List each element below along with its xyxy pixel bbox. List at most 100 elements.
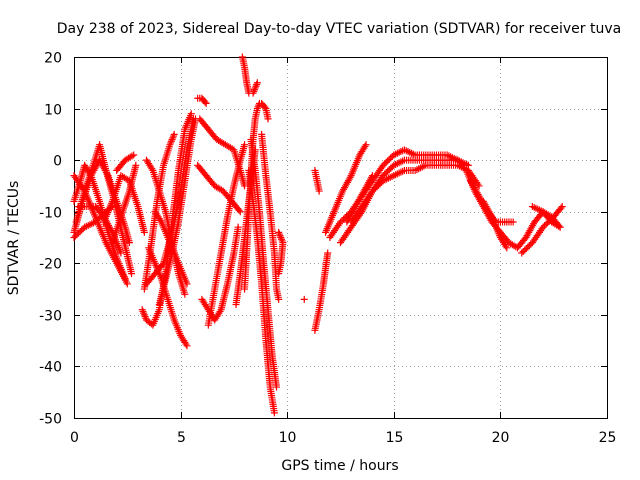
data-marker [368,172,376,180]
series-arc-z [247,136,281,391]
data-marker [241,141,249,149]
data-marker [132,161,140,169]
data-marker [141,313,149,321]
data-marker [128,270,136,278]
data-marker [556,223,564,231]
data-marker [183,280,191,288]
data-marker [128,152,136,160]
y-tick-label: -20 [39,257,62,273]
data-marker [168,136,176,144]
data-marker [156,216,164,224]
series-arc-aj [347,161,483,226]
data-marker [138,306,146,314]
data-marker [169,134,177,142]
data-marker [557,204,565,212]
y-tick-label: 0 [53,154,62,170]
data-marker [130,151,138,159]
y-tick-label: 20 [44,51,62,67]
data-marker [276,232,284,240]
data-marker [300,295,308,303]
data-marker [216,307,224,315]
data-marker [525,242,533,250]
data-marker [524,243,532,251]
x-tick-label: 15 [386,430,404,446]
data-marker [373,183,381,191]
data-marker [261,103,269,111]
data-marker [251,84,259,92]
data-marker [273,383,281,391]
series-arc-aa [258,130,283,303]
data-marker [117,249,125,257]
chart-title: Day 238 of 2023, Sidereal Day-to-day VTE… [57,21,621,37]
data-marker [346,173,354,181]
series-arc-ae [311,249,332,334]
data-marker [376,180,384,188]
data-marker [252,82,260,90]
data-marker [558,203,566,211]
data-marker [315,187,323,195]
data-marker [123,280,131,288]
series-arc-ad [300,295,308,303]
x-tick-label: 25 [599,430,617,446]
series-arc-w [238,53,253,97]
data-marker [253,81,261,89]
series-arc-h [108,161,140,247]
data-marker [502,242,510,250]
data-marker [182,340,190,348]
data-marker [181,290,189,298]
series-arc-u [204,141,249,329]
data-marker [91,218,99,226]
data-marker [387,164,395,172]
data-marker [76,228,84,236]
x-tick-label: 20 [492,430,510,446]
x-tick-label: 5 [177,430,186,446]
data-marker [94,215,102,223]
series-arc-p [155,115,200,309]
data-marker [140,311,148,319]
data-marker [93,217,101,225]
data-marker [73,231,81,239]
y-tick-label: -30 [39,309,62,325]
data-marker [148,165,156,173]
x-axis-label: GPS time / hours [281,458,398,474]
marker-layer [70,53,566,417]
data-marker [522,245,530,253]
data-marker [70,234,78,241]
data-marker [140,228,148,236]
data-marker [275,230,283,238]
data-marker [275,228,283,236]
data-marker [361,142,369,150]
series-arc-t [198,223,242,324]
data-marker [521,246,529,254]
data-marker [254,103,262,111]
data-marker [362,141,370,149]
data-marker [167,139,175,147]
data-marker [125,239,133,247]
data-marker [277,234,285,241]
series-arc-ac [249,79,261,97]
data-marker [275,295,283,303]
data-marker [170,130,178,138]
y-tick-label: 10 [44,103,62,119]
data-marker [78,226,86,234]
data-marker [324,249,332,257]
data-marker [167,137,175,145]
series-arc-ab [275,228,287,278]
series-arc-o [151,208,191,288]
data-marker [264,115,272,123]
data-marker [382,169,390,177]
data-marker [140,309,148,317]
data-marker [487,211,495,219]
data-marker [278,235,286,243]
data-marker [337,218,344,226]
tick-layer: 0 5 10 15 20 25 -50 -40 -30 -20 -10 0 10 20 [39,51,616,447]
series-arc-ag [322,141,370,236]
data-marker [519,247,527,255]
data-marker [372,184,380,192]
data-marker [235,206,243,214]
series-arc-q [194,94,210,107]
x-tick-label: 10 [279,430,297,446]
data-marker [75,229,83,237]
data-marker [250,87,258,95]
data-marker [270,409,278,417]
